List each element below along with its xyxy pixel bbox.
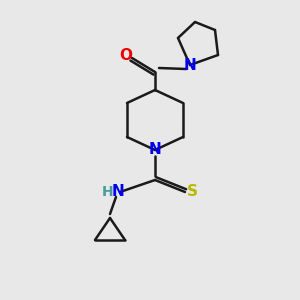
Text: N: N: [148, 142, 161, 158]
Text: N: N: [184, 58, 196, 73]
Text: N: N: [112, 184, 124, 200]
Text: S: S: [187, 184, 197, 200]
Text: H: H: [102, 185, 114, 199]
Text: O: O: [119, 49, 133, 64]
